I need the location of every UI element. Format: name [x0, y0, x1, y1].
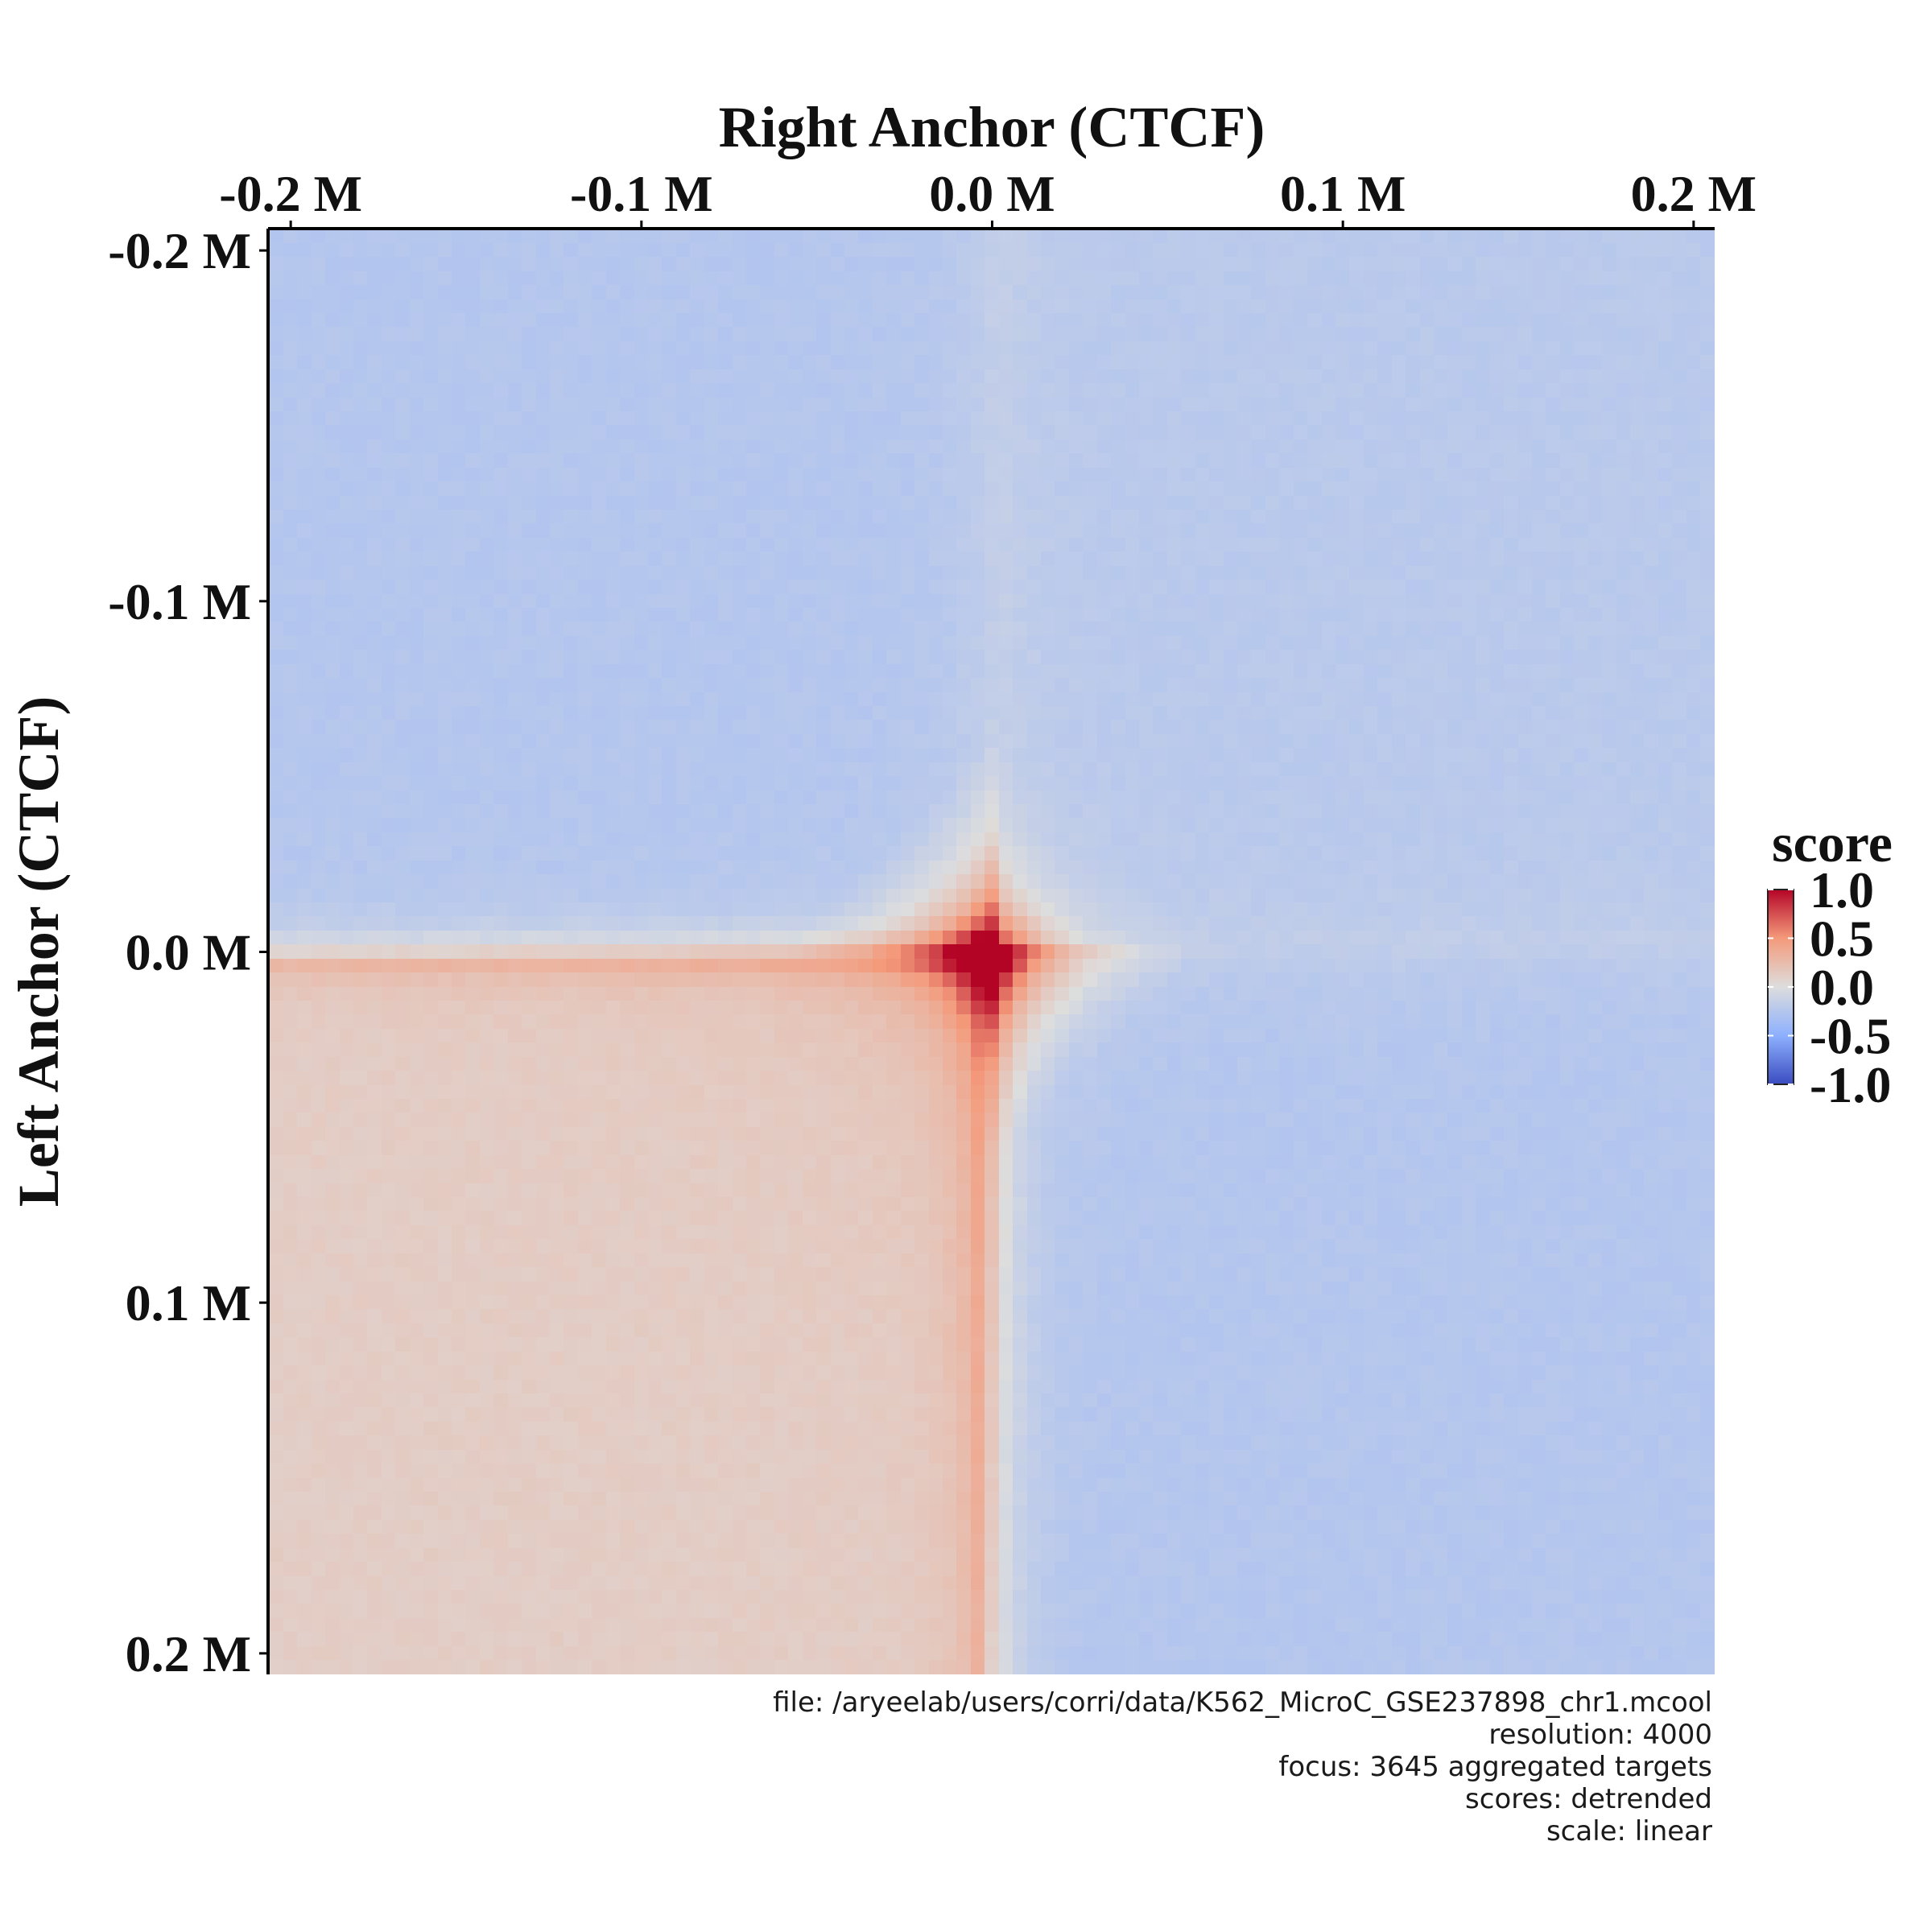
x-tick-label-3: 0.1 M — [1280, 165, 1406, 222]
colorbar-tick-label-4: -1.0 — [1810, 1056, 1891, 1113]
y-tick-label-3: 0.1 M — [126, 1274, 251, 1331]
caption-block: file: /aryeelab/users/corri/data/K562_Mi… — [773, 1686, 1712, 1847]
x-tick-label-2: 0.0 M — [929, 165, 1055, 222]
x-tick-label-4: 0.2 M — [1631, 165, 1757, 222]
caption-scores-line: scores: detrended — [1465, 1783, 1712, 1815]
heatmap-plot-area — [270, 229, 1715, 1674]
colorbar-ticks: 1.00.50.0-0.5-1.0 — [1768, 861, 1891, 1113]
y-tick-label-1: -0.1 M — [108, 573, 251, 630]
y-axis-title: Left Anchor (CTCF) — [6, 696, 71, 1208]
caption-scale-line: scale: linear — [1546, 1815, 1712, 1847]
y-axis-ticks: -0.2 M -0.1 M 0.0 M 0.1 M 0.2 M — [108, 222, 268, 1682]
x-axis-ticks: -0.2 M -0.1 M 0.0 M 0.1 M 0.2 M — [219, 165, 1757, 229]
colorbar-title: score — [1772, 812, 1893, 873]
y-tick-label-2: 0.0 M — [126, 924, 251, 981]
caption-focus-line: focus: 3645 aggregated targets — [1278, 1751, 1712, 1783]
colorbar-tick-label-0: 1.0 — [1810, 861, 1874, 919]
y-tick-label-4: 0.2 M — [126, 1625, 251, 1682]
x-axis-title: Right Anchor (CTCF) — [719, 95, 1265, 159]
colorbar-tick-label-2: 0.0 — [1810, 959, 1874, 1016]
colorbar-tick-label-3: -0.5 — [1810, 1008, 1891, 1065]
caption-resolution-line: resolution: 4000 — [1488, 1719, 1712, 1751]
caption-file-line: file: /aryeelab/users/corri/data/K562_Mi… — [773, 1686, 1712, 1719]
y-tick-label-0: -0.2 M — [108, 222, 251, 279]
heatmap-cells — [270, 229, 1715, 1674]
colorbar-tick-label-1: 0.5 — [1810, 910, 1874, 968]
x-tick-label-0: -0.2 M — [219, 165, 362, 222]
x-tick-label-1: -0.1 M — [570, 165, 713, 222]
